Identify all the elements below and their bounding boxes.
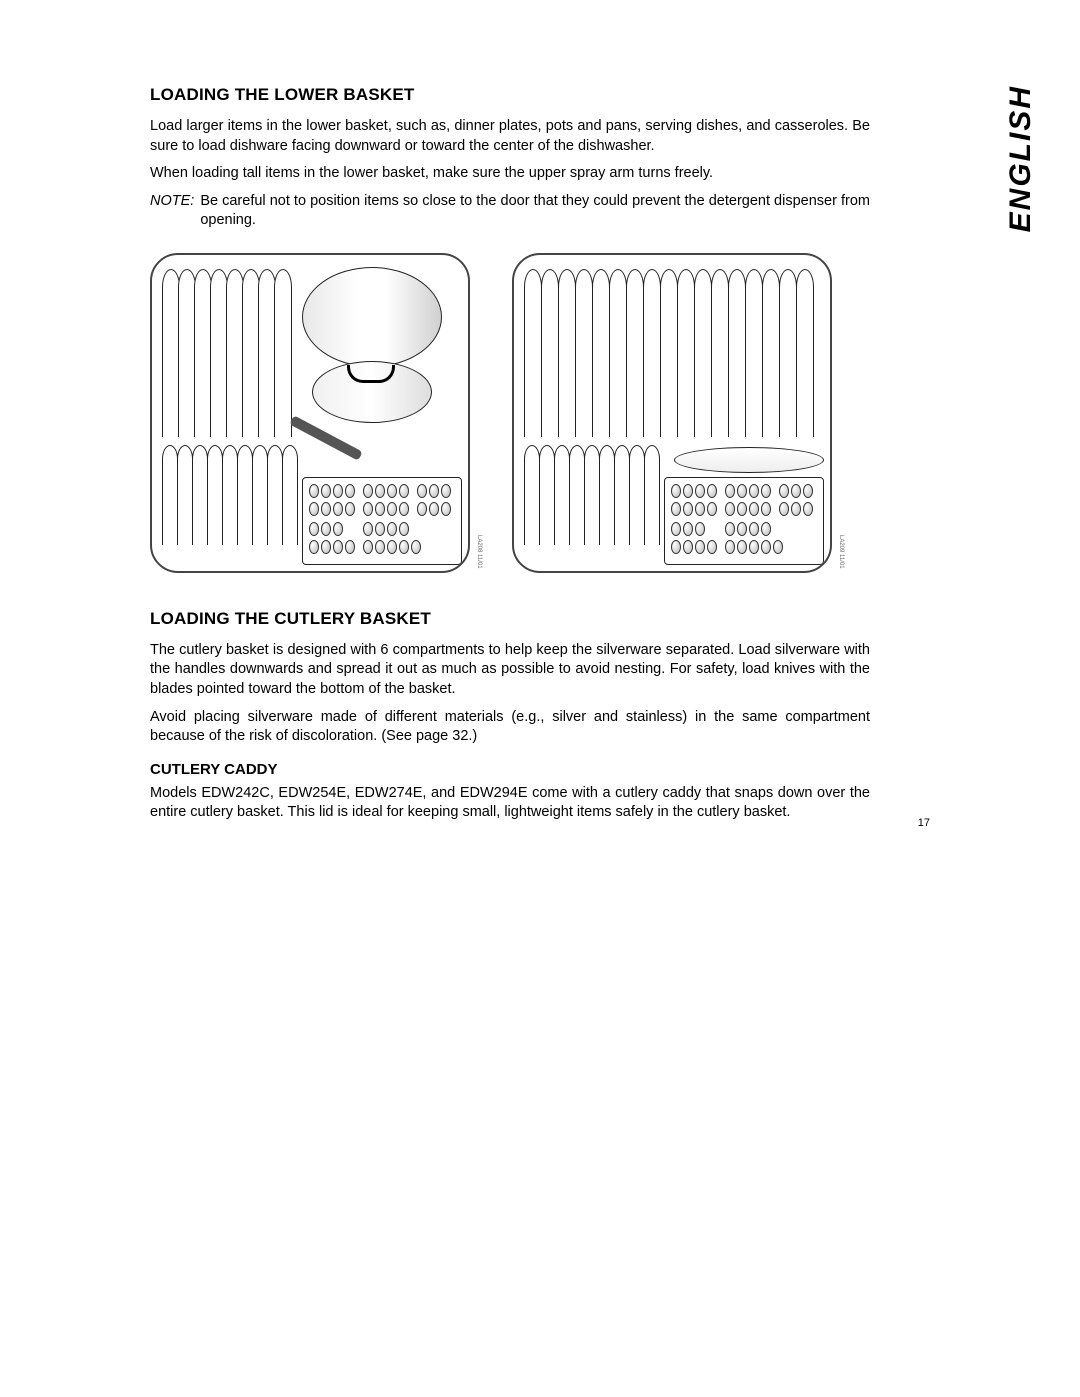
note-label: NOTE: bbox=[150, 192, 200, 231]
note-body: Be careful not to position items so clos… bbox=[200, 192, 870, 231]
lower-basket-figure-2 bbox=[512, 253, 832, 573]
section2-subheading: CUTLERY CADDY bbox=[150, 761, 870, 778]
section2-heading: LOADING THE CUTLERY BASKET bbox=[150, 609, 870, 629]
figure2-tag: LA209 11/01 bbox=[838, 535, 844, 569]
page-number: 17 bbox=[918, 817, 930, 829]
figure1-tag: LA208 11/01 bbox=[476, 535, 482, 569]
section2-paragraph-2: Avoid placing silverware made of differe… bbox=[150, 708, 870, 747]
section2-paragraph-1: The cutlery basket is designed with 6 co… bbox=[150, 641, 870, 700]
figure-row: LA208 11/01 bbox=[150, 253, 870, 573]
section1-note: NOTE: Be careful not to position items s… bbox=[150, 192, 870, 231]
section2-paragraph-3: Models EDW242C, EDW254E, EDW274E, and ED… bbox=[150, 784, 870, 823]
section1-paragraph-2: When loading tall items in the lower bas… bbox=[150, 164, 870, 184]
page-content: LOADING THE LOWER BASKET Load larger ite… bbox=[150, 85, 870, 823]
section1-paragraph-1: Load larger items in the lower basket, s… bbox=[150, 117, 870, 156]
language-side-label: ENGLISH bbox=[1004, 85, 1038, 232]
section1-heading: LOADING THE LOWER BASKET bbox=[150, 85, 870, 105]
lower-basket-figure-1 bbox=[150, 253, 470, 573]
